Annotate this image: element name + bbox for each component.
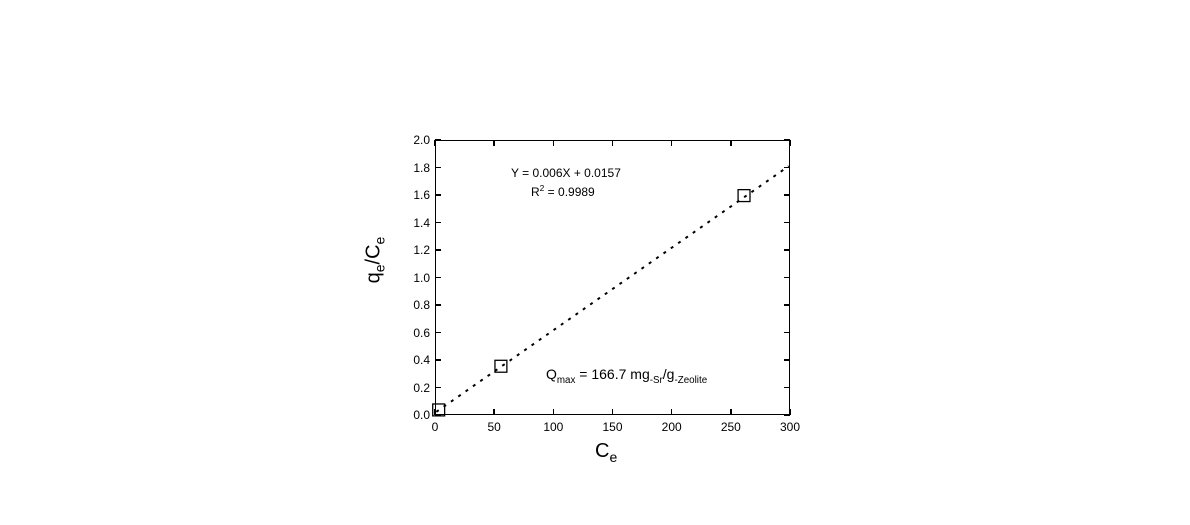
x-tick-top — [553, 140, 555, 146]
x-tick — [493, 409, 495, 415]
x-axis-label: Ce — [595, 440, 617, 465]
x-tick-label: 150 — [602, 420, 622, 434]
x-tick-label: 0 — [432, 420, 439, 434]
y-tick-right — [784, 332, 790, 334]
x-tick-top — [612, 140, 614, 146]
x-tick-top — [671, 140, 673, 146]
x-tick-label: 250 — [721, 420, 741, 434]
y-tick-label: 1.0 — [413, 271, 430, 285]
x-tick-top — [434, 140, 436, 146]
x-tick — [789, 409, 791, 415]
y-tick — [435, 167, 441, 169]
y-tick-label: 1.6 — [413, 188, 430, 202]
y-tick-label: 0.2 — [413, 381, 430, 395]
y-tick-right — [784, 249, 790, 251]
x-tick-label: 50 — [487, 420, 500, 434]
y-tick — [435, 387, 441, 389]
equation-annotation: Y = 0.006X + 0.0157 — [511, 166, 621, 180]
y-tick — [435, 222, 441, 224]
y-tick — [435, 304, 441, 306]
x-tick — [612, 409, 614, 415]
x-tick — [730, 409, 732, 415]
x-tick-label: 300 — [780, 420, 800, 434]
plot-area: Y = 0.006X + 0.0157 R2 = 0.9989 Qmax = 1… — [435, 140, 790, 415]
chart-container: Y = 0.006X + 0.0157 R2 = 0.9989 Qmax = 1… — [375, 130, 815, 470]
y-tick-label: 1.8 — [413, 161, 430, 175]
x-tick — [553, 409, 555, 415]
y-tick — [435, 332, 441, 334]
y-tick-label: 0.0 — [413, 408, 430, 422]
x-tick-top — [789, 140, 791, 146]
y-tick-right — [784, 359, 790, 361]
y-tick — [435, 277, 441, 279]
x-tick — [671, 409, 673, 415]
y-tick-right — [784, 304, 790, 306]
r2-annotation: R2 = 0.9989 — [531, 183, 595, 199]
x-tick-label: 200 — [662, 420, 682, 434]
x-tick-top — [493, 140, 495, 146]
y-tick-label: 2.0 — [413, 133, 430, 147]
y-tick-label: 0.4 — [413, 353, 430, 367]
y-tick-label: 1.2 — [413, 243, 430, 257]
qmax-annotation: Qmax = 166.7 mg-Sr/g-Zeolite — [546, 366, 707, 386]
y-tick-label: 0.6 — [413, 326, 430, 340]
y-tick-right — [784, 167, 790, 169]
y-tick — [435, 414, 441, 416]
data-point — [738, 190, 750, 202]
y-tick-label: 0.8 — [413, 298, 430, 312]
y-axis-label: qe/Ce — [363, 237, 388, 284]
x-tick — [434, 409, 436, 415]
y-tick-right — [784, 277, 790, 279]
y-tick-right — [784, 387, 790, 389]
y-tick — [435, 194, 441, 196]
y-tick — [435, 359, 441, 361]
x-tick-label: 100 — [543, 420, 563, 434]
x-tick-top — [730, 140, 732, 146]
y-tick-right — [784, 222, 790, 224]
y-tick — [435, 249, 441, 251]
y-tick — [435, 139, 441, 141]
y-tick-label: 1.4 — [413, 216, 430, 230]
y-tick-right — [784, 194, 790, 196]
